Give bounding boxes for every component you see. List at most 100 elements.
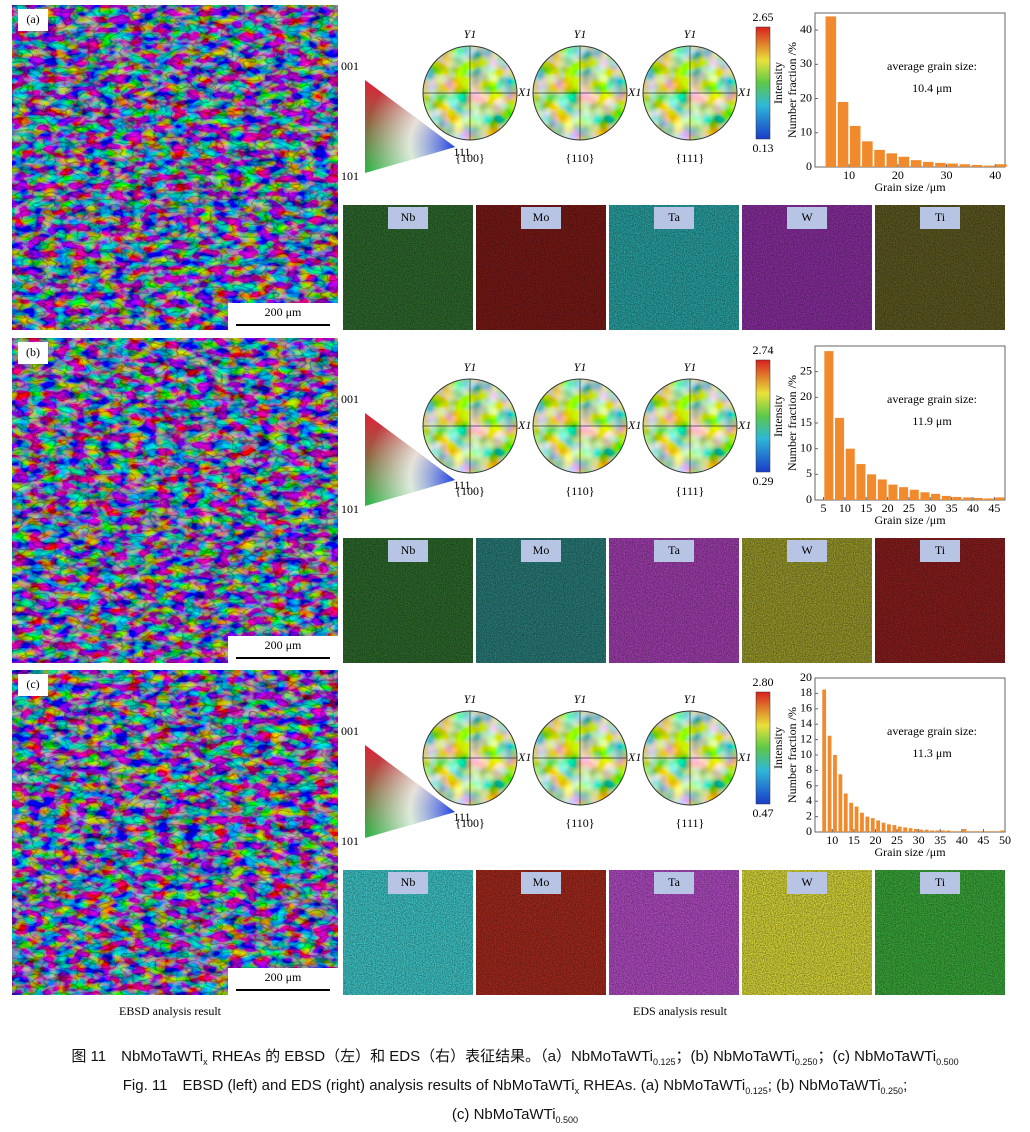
pole-figure <box>532 710 628 806</box>
eds-label-box <box>787 872 827 894</box>
caption-line: (c) NbMoTaWTi0.500 <box>0 1103 1030 1132</box>
pole-figure <box>422 710 518 806</box>
y-tick-label: 30 <box>800 56 812 70</box>
label-box <box>18 9 48 31</box>
bar <box>825 16 837 167</box>
bar <box>935 162 946 167</box>
bar <box>898 156 910 167</box>
pole-y-label: Y1 <box>684 692 697 706</box>
bar <box>865 816 870 832</box>
pole-y-label: Y1 <box>684 27 697 41</box>
caption-text: ；(b) NbMoTaWTi <box>675 1048 795 1065</box>
colorbar <box>755 691 771 805</box>
caption-text: x <box>574 1086 580 1096</box>
bar <box>860 812 864 832</box>
pole-plane: {110} <box>565 484 594 498</box>
eds-label: Nb <box>401 543 416 557</box>
ipf-label: 101 <box>341 834 359 848</box>
x-tick-label: 25 <box>891 833 903 847</box>
bar <box>870 818 875 832</box>
y-tick-label: 18 <box>800 685 812 699</box>
ipf-label: 001 <box>341 59 359 73</box>
bar <box>849 125 861 167</box>
eds-label: Ta <box>668 210 680 224</box>
x-tick-label: 30 <box>913 833 925 847</box>
pole-plane: {111} <box>676 484 705 498</box>
x-tick-label: 45 <box>977 833 989 847</box>
pole-plane: {100} <box>455 484 485 498</box>
bar <box>856 464 866 500</box>
bar <box>935 830 940 832</box>
bar <box>996 164 1007 167</box>
bar <box>897 826 902 832</box>
eds-label-box <box>521 207 561 229</box>
bar <box>941 495 951 500</box>
ipf-label: 001 <box>341 724 359 738</box>
y-tick-label: 10 <box>800 125 812 139</box>
bar <box>924 829 929 832</box>
scale-bar-label: 200 μm <box>265 305 302 319</box>
x-tick-label: 40 <box>956 833 968 847</box>
label-box <box>18 674 48 696</box>
caption-text: RHEAs 的 EBSD（左）和 EDS（右）表征结果。（a）NbMoTaWTi <box>207 1048 653 1065</box>
pole-x-label: X1 <box>737 750 751 764</box>
x-tick-label: 40 <box>967 501 979 515</box>
caption-text: 图 11 NbMoTaWTi <box>71 1048 204 1065</box>
caption-text: 0.125 <box>745 1086 768 1096</box>
pole-plane: {100} <box>455 151 485 165</box>
bar <box>867 474 877 500</box>
y-tick-label: 12 <box>800 731 812 745</box>
label-box <box>18 342 48 364</box>
bar <box>824 351 834 500</box>
bar <box>951 831 956 832</box>
bar <box>984 498 994 500</box>
pole-plane: {110} <box>565 151 594 165</box>
eds-label-box <box>388 872 428 894</box>
bar <box>909 489 919 500</box>
bar <box>931 493 941 500</box>
bar <box>984 831 989 832</box>
y-tick-label: 10 <box>800 747 812 761</box>
caption-text: 0.250 <box>794 1057 818 1067</box>
y-tick-label: 0 <box>806 824 812 838</box>
grain-boundaries <box>12 670 338 995</box>
pole-x-label: X1 <box>517 750 531 764</box>
annotation: 11.9 μm <box>912 414 952 428</box>
y-tick-label: 8 <box>806 762 812 776</box>
x-axis-label: Grain size /μm <box>874 513 946 527</box>
bar <box>983 165 995 167</box>
ipf-triangle-shade <box>365 80 455 173</box>
eds-label-box <box>521 540 561 562</box>
y-tick-label: 40 <box>800 22 812 36</box>
bar <box>947 163 958 167</box>
x-tick-label: 25 <box>903 501 915 515</box>
x-tick-label: 40 <box>989 168 1001 182</box>
eds-label: Ti <box>935 210 946 224</box>
pole-y-label: Y1 <box>464 692 477 706</box>
caption-text: Fig. 11 EBSD (left) and EDS (right) anal… <box>122 1077 575 1094</box>
y-tick-label: 4 <box>806 793 812 807</box>
pole-figure <box>642 378 738 474</box>
bar <box>908 828 913 832</box>
eds-label: W <box>801 210 813 224</box>
pole-figure <box>422 45 518 141</box>
bar <box>1000 830 1005 832</box>
pole-x-label: X1 <box>517 418 531 432</box>
y-tick-label: 0 <box>806 492 812 506</box>
y-tick-label: 10 <box>800 440 812 454</box>
bar <box>903 827 908 832</box>
eds-label-box <box>521 872 561 894</box>
eds-label-box <box>920 207 960 229</box>
y-tick-label: 20 <box>800 389 812 403</box>
bar <box>838 774 843 832</box>
eds-label-box <box>388 540 428 562</box>
caption-text: 0.500 <box>936 1057 959 1067</box>
eds-label: Nb <box>401 210 416 224</box>
bar <box>887 824 891 832</box>
y-tick-label: 25 <box>800 363 812 377</box>
panel-label: (b) <box>26 345 40 359</box>
bar <box>877 479 887 500</box>
colorbar-max: 2.80 <box>753 675 774 689</box>
eds-label-box <box>654 872 694 894</box>
